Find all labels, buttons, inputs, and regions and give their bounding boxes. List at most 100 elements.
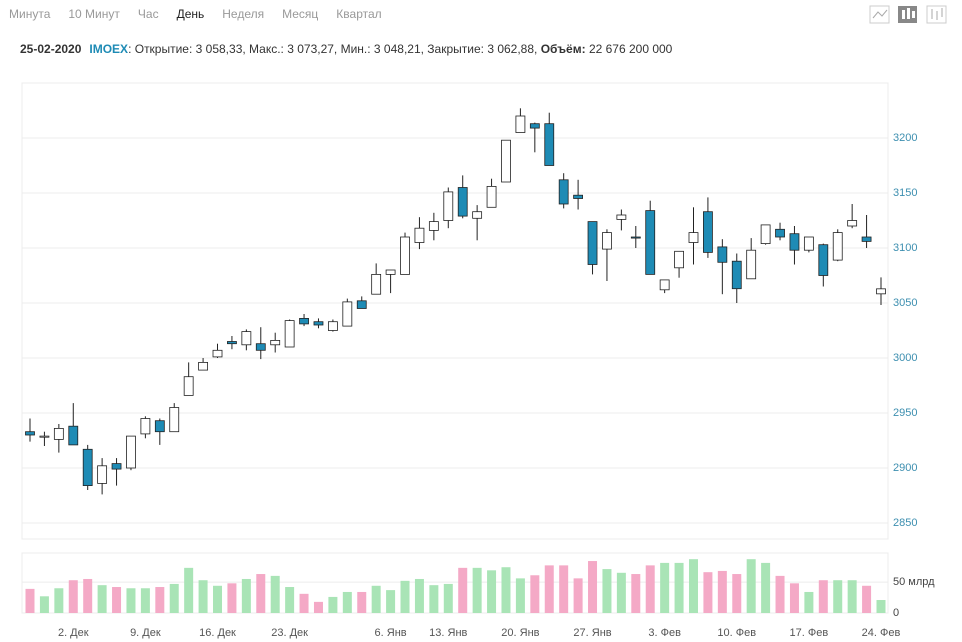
candle-body [659,279,670,291]
volume-bar [68,580,78,613]
tab[interactable]: Час [137,7,159,21]
volume-bar [443,583,453,613]
tab[interactable]: 10 Минут [68,7,120,21]
volume-bar [472,567,482,613]
volume-bar [847,580,857,613]
volume-bar [862,585,872,613]
candle-body [775,228,785,238]
volume-bar [285,587,295,613]
volume-bar [789,583,799,613]
ohlc-text: : Открытие: 3 058,33, Макс.: 3 073,27, М… [128,42,541,56]
volume-bar [818,580,828,613]
candle-body [803,236,814,251]
volume-bar [227,583,237,613]
candle-body [284,320,295,348]
y-tick-label: 3200 [893,132,917,144]
candle-body [126,435,136,469]
candle-body [270,339,281,346]
candle-body [169,407,180,433]
candle-body [414,227,425,243]
candle-body [299,317,309,325]
toolbar: Минута 10 Минут Час День Неделя Месяц Квартал [0,0,962,30]
candle-body [486,185,497,208]
info-line: 25-02-2020 IMOEX: Открытие: 3 058,33, Мак… [20,42,672,56]
candle-body [111,463,122,470]
candle-body [371,273,382,295]
price-frame [21,82,889,540]
candle-body [227,341,237,345]
candle-body [876,288,886,295]
volume-bar [169,583,179,613]
volume-bar [631,574,641,613]
volume-bar [717,570,727,613]
candle-body [544,123,555,166]
candle-body [674,250,684,269]
volume-bar [112,587,122,613]
candle-body [760,224,771,244]
volume-label: Объём: [540,42,586,56]
x-tick-label: 13. Янв [429,627,467,639]
candle-body [717,246,728,263]
line-icon[interactable] [869,5,890,24]
volume-bar [414,578,424,613]
candle-body [241,331,252,346]
x-tick-label: 24. Фев [862,627,901,639]
candle-body [327,321,338,331]
x-tick-label: 16. Дек [199,627,236,639]
y-tick-label: 2850 [893,517,917,529]
candle-body [25,431,35,436]
icons [869,5,947,24]
candle-body [847,220,858,227]
candle-body [703,211,713,253]
candle-body [587,221,598,265]
volume-bar [501,567,511,613]
candle-body [457,187,468,217]
volume-bar [688,559,698,613]
volume-bar [761,562,771,613]
volume-bar [198,580,208,613]
volume-bar [458,567,468,613]
candle-body [731,260,742,290]
volume-bar [140,588,150,613]
volume-bar [746,559,756,613]
volume-bar [270,575,280,613]
candle-body [515,115,526,133]
candle-body [400,236,410,275]
y-tick-label: 3050 [893,297,917,309]
volume-bar [775,575,785,613]
candle-body [558,179,569,205]
tab[interactable]: Месяц [282,7,319,21]
candle-body [630,236,641,239]
tab[interactable]: Квартал [336,7,382,21]
tab[interactable]: Минута [9,7,51,21]
candle-body [832,232,843,261]
tab[interactable]: Неделя [222,7,265,21]
volume-bar [645,565,655,613]
candle-body [53,427,64,440]
volume-bar [530,575,540,613]
volume-bar [241,578,251,613]
candle-body [154,420,165,433]
volume-bar [357,591,367,613]
y-tick-label: 3150 [893,187,917,199]
candle-body [39,435,50,438]
x-tick-label: 9. Дек [130,627,161,639]
volume-bar [371,585,381,613]
volume-bar [313,601,323,613]
candle-icon-glyph [912,11,915,18]
tab[interactable]: День [176,7,205,21]
volume-bar [429,585,439,613]
volume-bar [342,591,352,613]
ticker: IMOEX [89,42,129,56]
candle-body [602,232,612,250]
candle-body [529,123,540,129]
volume-bar [83,578,93,613]
x-tick-label: 2. Дек [58,627,89,639]
candle-body [789,233,800,251]
candle-body [68,425,79,446]
volume-bar [328,596,338,613]
y-tick-label: 2950 [893,407,917,419]
candle-body [198,361,208,371]
